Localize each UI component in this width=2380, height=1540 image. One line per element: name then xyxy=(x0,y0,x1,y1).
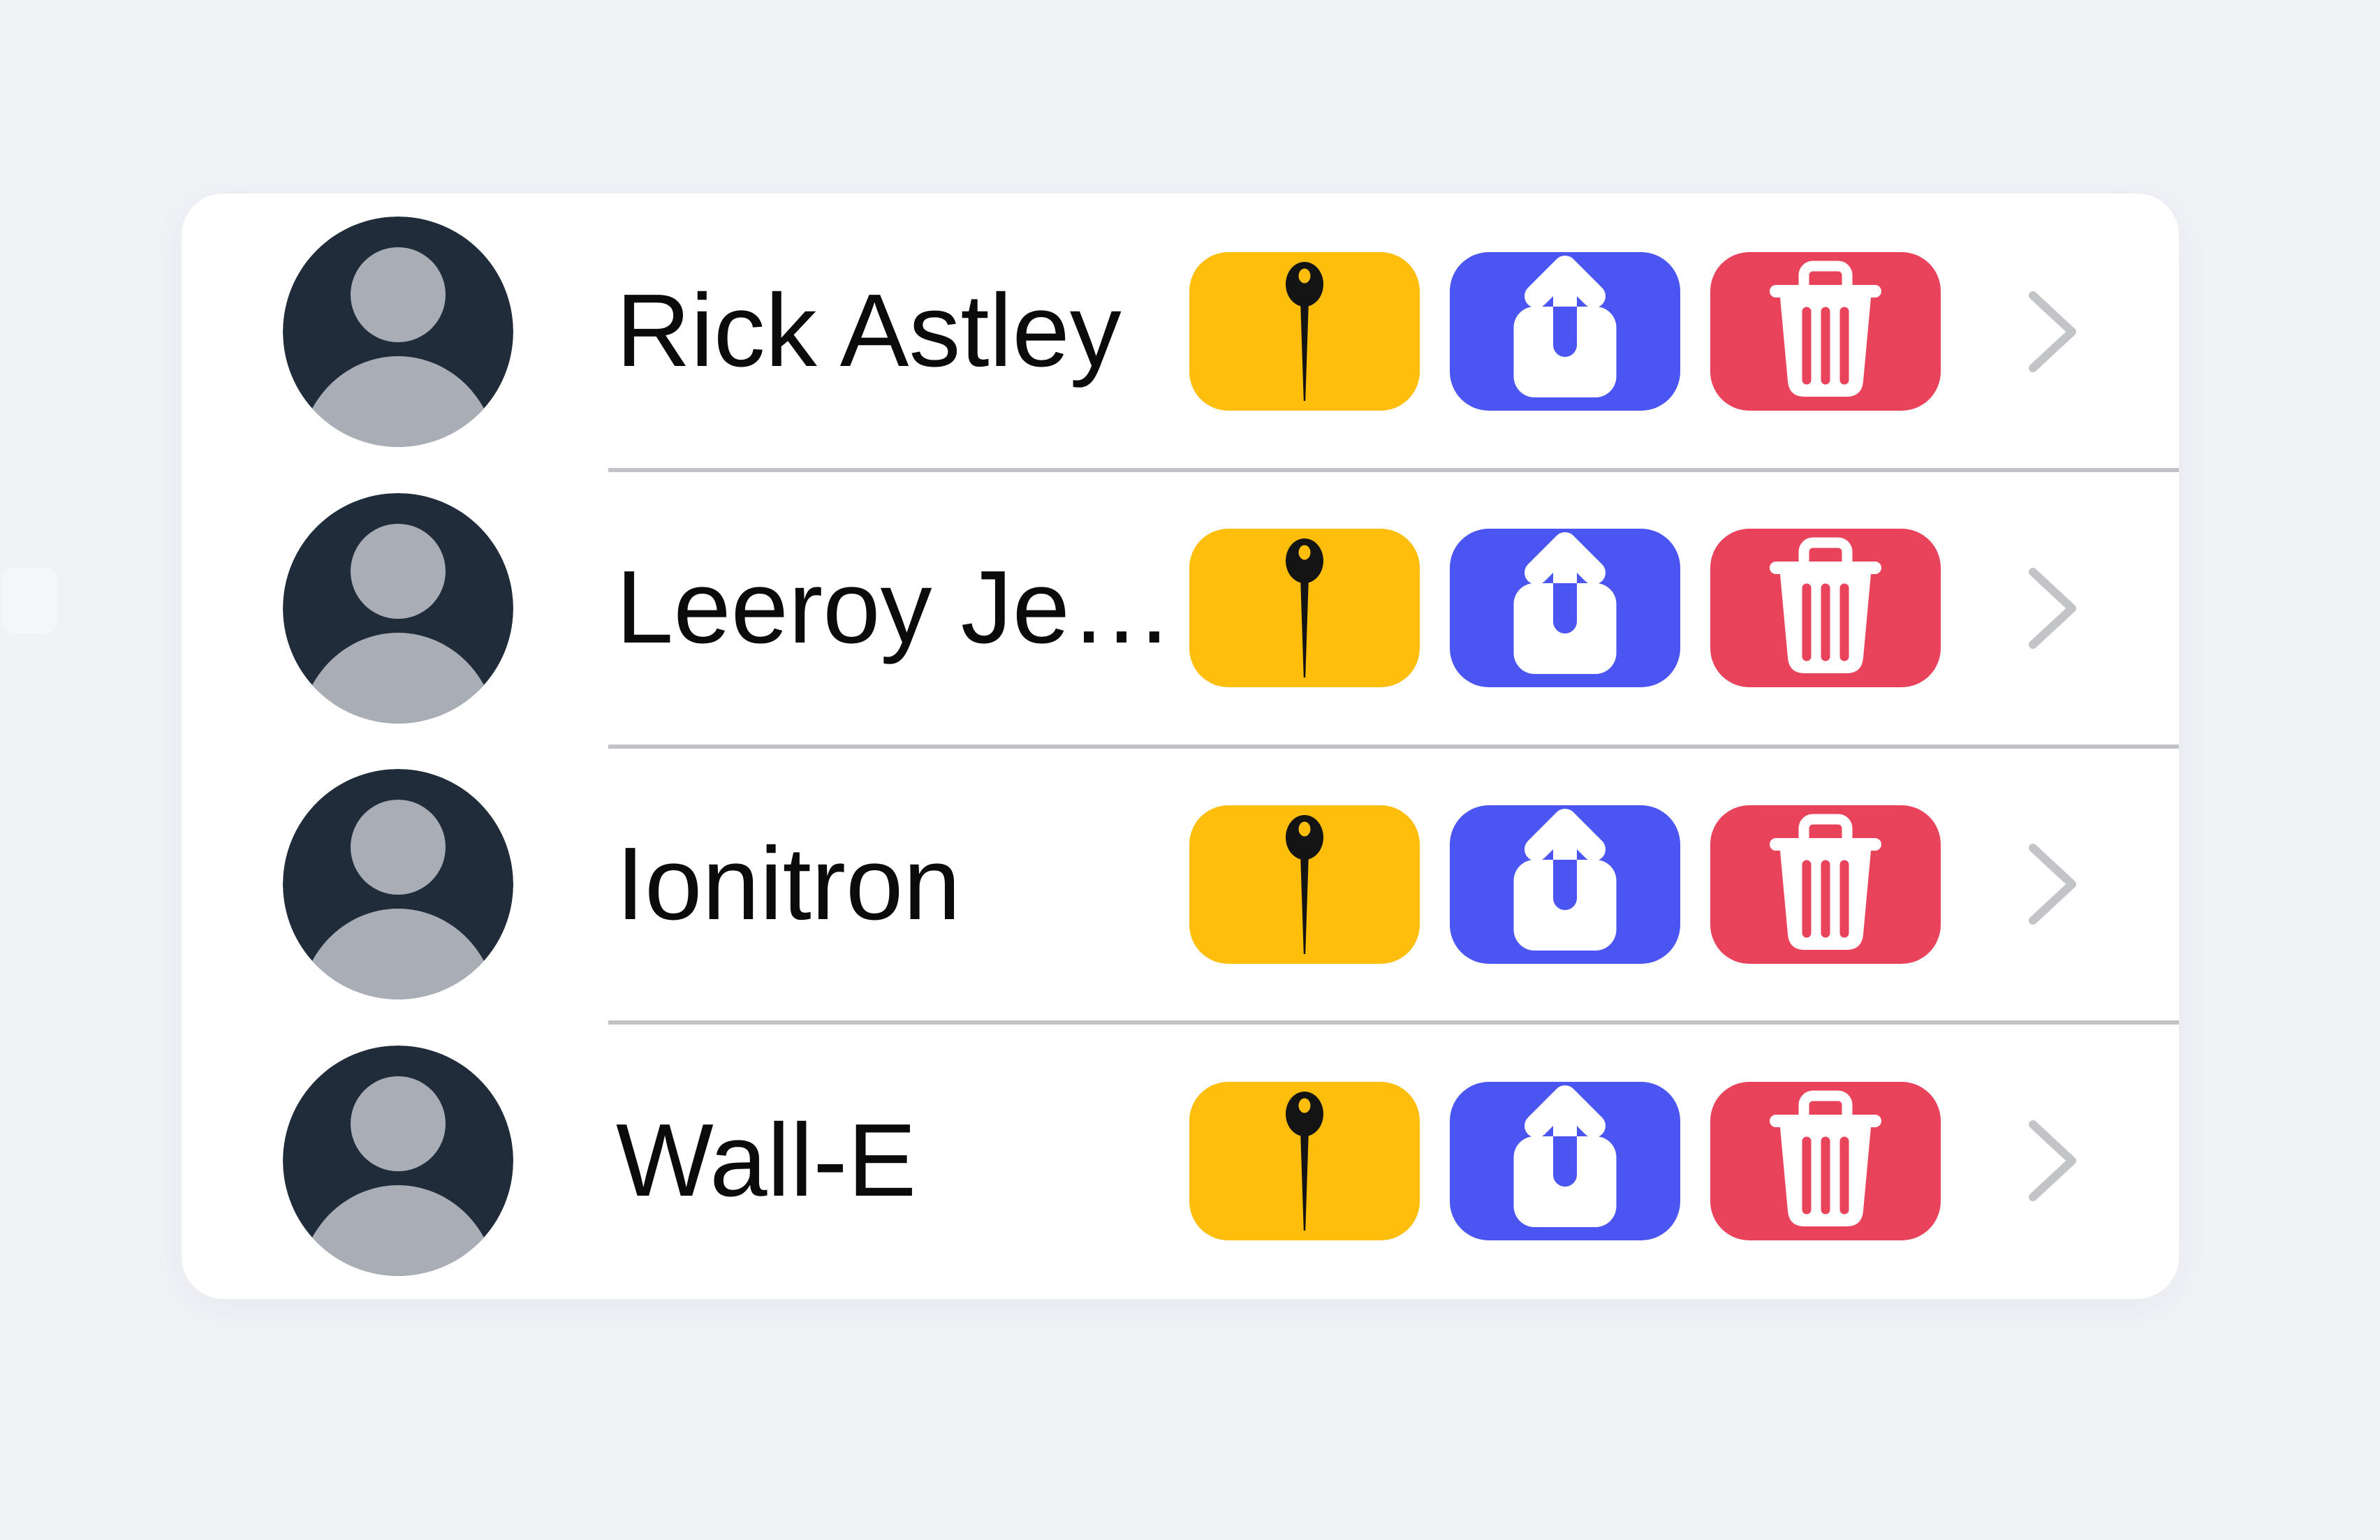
share-icon xyxy=(1513,1085,1617,1227)
contact-name: Leeroy Je… xyxy=(616,551,1173,666)
chevron-right-icon[interactable] xyxy=(2029,842,2078,926)
pin-icon xyxy=(1286,1091,1323,1231)
person-avatar-icon xyxy=(283,769,513,1000)
share-icon xyxy=(1513,256,1617,398)
pin-icon xyxy=(1286,262,1323,402)
list-item[interactable]: Wall-E xyxy=(182,1022,2179,1299)
share-icon xyxy=(1513,808,1617,951)
list-item[interactable]: Leeroy Je… xyxy=(182,470,2179,749)
share-button[interactable] xyxy=(1450,1081,1680,1240)
row-actions xyxy=(1189,252,1941,411)
trash-icon xyxy=(1770,814,1881,950)
share-button[interactable] xyxy=(1450,529,1680,688)
list-item[interactable]: Rick Astley xyxy=(182,193,2179,472)
delete-button[interactable] xyxy=(1710,252,1941,411)
contact-name: Wall-E xyxy=(616,1103,917,1218)
share-button[interactable] xyxy=(1450,805,1680,964)
contact-list-card: Rick Astley xyxy=(182,193,2179,1299)
trash-icon xyxy=(1770,537,1881,674)
pin-button[interactable] xyxy=(1189,805,1420,964)
chevron-right-icon[interactable] xyxy=(2029,566,2078,650)
chevron-right-icon[interactable] xyxy=(2029,1119,2078,1203)
pin-button[interactable] xyxy=(1189,252,1420,411)
row-actions xyxy=(1189,805,1941,964)
trash-icon xyxy=(1770,261,1881,397)
person-avatar-icon xyxy=(283,492,513,724)
contact-name: Ionitron xyxy=(616,827,961,941)
contact-name: Rick Astley xyxy=(616,274,1122,389)
background-artifact xyxy=(3,568,57,633)
share-icon xyxy=(1513,532,1617,675)
person-avatar-icon xyxy=(283,1046,513,1277)
share-button[interactable] xyxy=(1450,252,1680,411)
row-actions xyxy=(1189,529,1941,688)
pin-icon xyxy=(1286,538,1323,678)
row-actions xyxy=(1189,1081,1941,1240)
person-avatar-icon xyxy=(283,216,513,447)
delete-button[interactable] xyxy=(1710,805,1941,964)
trash-icon xyxy=(1770,1090,1881,1226)
chevron-right-icon[interactable] xyxy=(2029,290,2078,374)
pin-icon xyxy=(1286,814,1323,954)
pin-button[interactable] xyxy=(1189,1081,1420,1240)
delete-button[interactable] xyxy=(1710,529,1941,688)
delete-button[interactable] xyxy=(1710,1081,1941,1240)
pin-button[interactable] xyxy=(1189,529,1420,688)
list-item[interactable]: Ionitron xyxy=(182,747,2179,1025)
